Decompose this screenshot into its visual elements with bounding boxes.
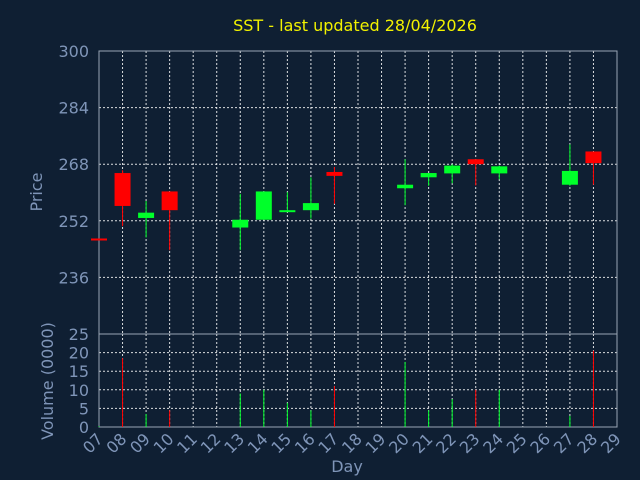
price-axis-label: Price <box>27 172 46 211</box>
candle-body <box>326 171 343 176</box>
candle <box>397 159 414 206</box>
candle-body <box>138 212 155 218</box>
volume-panel-frame <box>98 333 618 428</box>
day-tick-labels: 0708091011121314151617181920212223242526… <box>79 429 625 457</box>
candle-body <box>491 166 508 174</box>
price-tick-label: 236 <box>58 268 89 287</box>
candle-body <box>91 238 107 241</box>
volume-tick-label: 15 <box>69 362 89 381</box>
candle <box>561 144 578 186</box>
price-tick-label: 268 <box>58 155 89 174</box>
candle-body <box>585 151 602 164</box>
candle <box>138 200 155 238</box>
volume-tick-label: 10 <box>69 381 89 400</box>
volume-tick-label: 20 <box>69 344 89 363</box>
candle <box>444 164 461 184</box>
candle <box>161 191 178 251</box>
candle <box>491 165 508 180</box>
chart-title: SST - last updated 28/04/2026 <box>233 16 477 35</box>
candle-body <box>232 219 249 228</box>
candle <box>255 191 272 220</box>
volume-grid <box>99 334 617 427</box>
volume-tick-label: 5 <box>79 399 89 418</box>
candle-body <box>302 203 319 211</box>
price-tick-labels: 300 284 268 252 236 <box>58 42 89 287</box>
candle-body <box>279 210 296 213</box>
volume-tick-label: 0 <box>79 418 89 437</box>
candle <box>302 177 319 219</box>
candle <box>232 193 249 251</box>
candle <box>420 173 437 186</box>
volume-bars <box>98 350 594 427</box>
price-tick-label: 300 <box>58 42 89 61</box>
candle-body <box>467 159 484 165</box>
candle-body <box>561 170 578 185</box>
candle <box>91 238 107 241</box>
candle-body <box>255 191 272 220</box>
price-tick-label: 284 <box>58 99 89 118</box>
price-tick-label: 252 <box>58 212 89 231</box>
candle <box>585 151 602 185</box>
candle-body <box>420 173 437 178</box>
volume-tick-label: 25 <box>69 325 89 344</box>
candle-body <box>397 184 414 189</box>
candle <box>279 192 296 213</box>
candles <box>91 144 602 251</box>
candle-body <box>161 191 178 211</box>
candle-body <box>444 165 461 174</box>
day-tick-label: 29 <box>597 429 625 457</box>
candle <box>326 167 343 204</box>
candle-body <box>114 173 131 206</box>
candle <box>467 159 484 186</box>
candle <box>114 170 131 227</box>
x-axis-label: Day <box>331 457 363 476</box>
volume-axis-label: Volume (0000) <box>38 322 57 440</box>
